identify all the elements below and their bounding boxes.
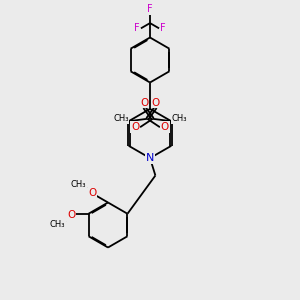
- Text: CH₃: CH₃: [171, 114, 187, 123]
- Text: CH₃: CH₃: [71, 180, 86, 189]
- Text: F: F: [134, 23, 140, 33]
- Text: CH₃: CH₃: [113, 114, 129, 123]
- Text: O: O: [140, 98, 148, 108]
- Text: F: F: [147, 4, 153, 14]
- Text: O: O: [152, 98, 160, 108]
- Text: O: O: [131, 122, 140, 132]
- Text: CH₃: CH₃: [50, 220, 65, 229]
- Text: O: O: [88, 188, 97, 199]
- Text: O: O: [67, 210, 75, 220]
- Text: N: N: [146, 153, 154, 163]
- Text: O: O: [160, 122, 169, 132]
- Text: F: F: [160, 23, 166, 33]
